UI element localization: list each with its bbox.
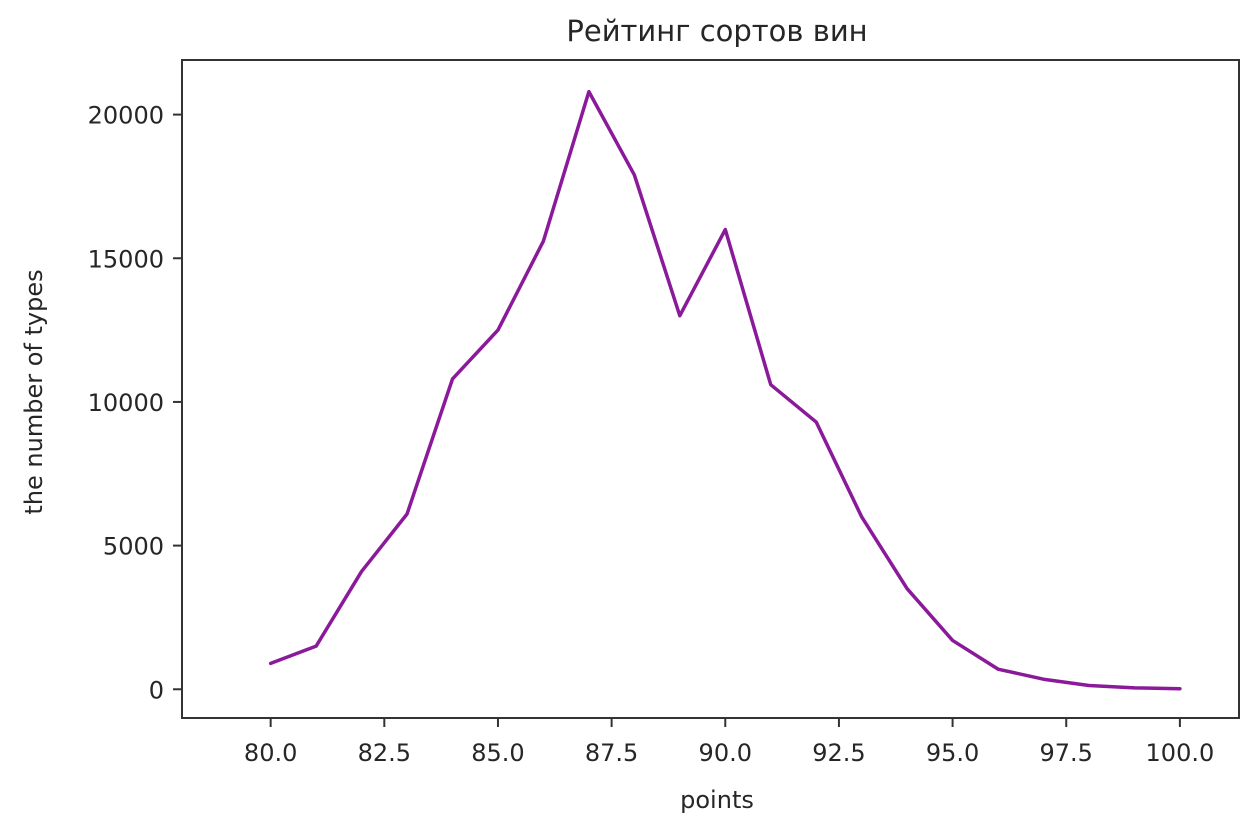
y-tick-label: 20000 [88, 102, 164, 130]
x-tick-label: 97.5 [1040, 739, 1093, 767]
x-axis: 80.0 82.5 85.0 87.5 90.0 92.5 95.0 97.5 100.0 [244, 718, 1214, 767]
x-tick-label: 100.0 [1146, 739, 1215, 767]
y-axis: 0 5000 10000 15000 20000 [88, 102, 182, 704]
y-axis-label: the number of types [20, 269, 48, 514]
chart-title: Рейтинг сортов вин [566, 14, 867, 48]
x-tick-label: 92.5 [812, 739, 865, 767]
y-tick-label: 10000 [88, 389, 164, 417]
plot-area-frame [181, 59, 1240, 719]
series-line [268, 89, 1182, 691]
x-tick-label: 82.5 [358, 739, 411, 767]
series-layer [268, 89, 1182, 691]
y-tick-label: 0 [149, 676, 164, 704]
x-tick-label: 90.0 [699, 739, 752, 767]
x-tick-label: 95.0 [926, 739, 979, 767]
x-axis-label: points [680, 786, 754, 814]
x-tick-label: 85.0 [471, 739, 524, 767]
x-tick-label: 80.0 [244, 739, 297, 767]
x-tick-label: 87.5 [585, 739, 638, 767]
y-tick-label: 5000 [103, 533, 164, 561]
y-tick-label: 15000 [88, 245, 164, 273]
